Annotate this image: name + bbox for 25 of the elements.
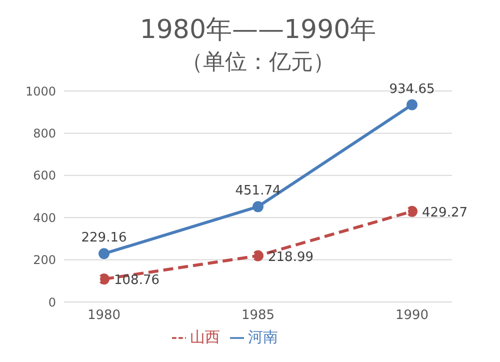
chart-subtitle: （单位：亿元）: [180, 49, 336, 77]
y-tick-label: 0: [48, 295, 56, 310]
point: [252, 250, 264, 262]
data-label: 934.65: [389, 82, 435, 97]
legend-label: 山西: [190, 328, 220, 346]
point: [98, 248, 110, 260]
point: [252, 201, 264, 212]
legend-label: 河南: [248, 328, 278, 346]
data-label: 451.74: [235, 184, 281, 199]
chart-title: 1980年——1990年: [138, 14, 378, 47]
y-tick-label: 200: [33, 253, 56, 268]
x-tick-label: 1980: [87, 308, 121, 324]
y-tick-label: 600: [33, 168, 56, 183]
y-tick-label: 400: [33, 210, 56, 225]
data-label: 429.27: [422, 205, 468, 220]
x-tick-label: 1985: [241, 308, 275, 324]
data-label: 229.16: [81, 230, 127, 246]
y-tick-label: 1000: [25, 84, 56, 98]
point: [406, 206, 418, 217]
data-label: 108.76: [114, 273, 160, 288]
point: [98, 274, 110, 285]
point: [406, 99, 418, 110]
data-label: 218.99: [268, 250, 314, 265]
x-tick-label: 1990: [395, 308, 429, 324]
y-tick-label: 800: [33, 126, 56, 140]
